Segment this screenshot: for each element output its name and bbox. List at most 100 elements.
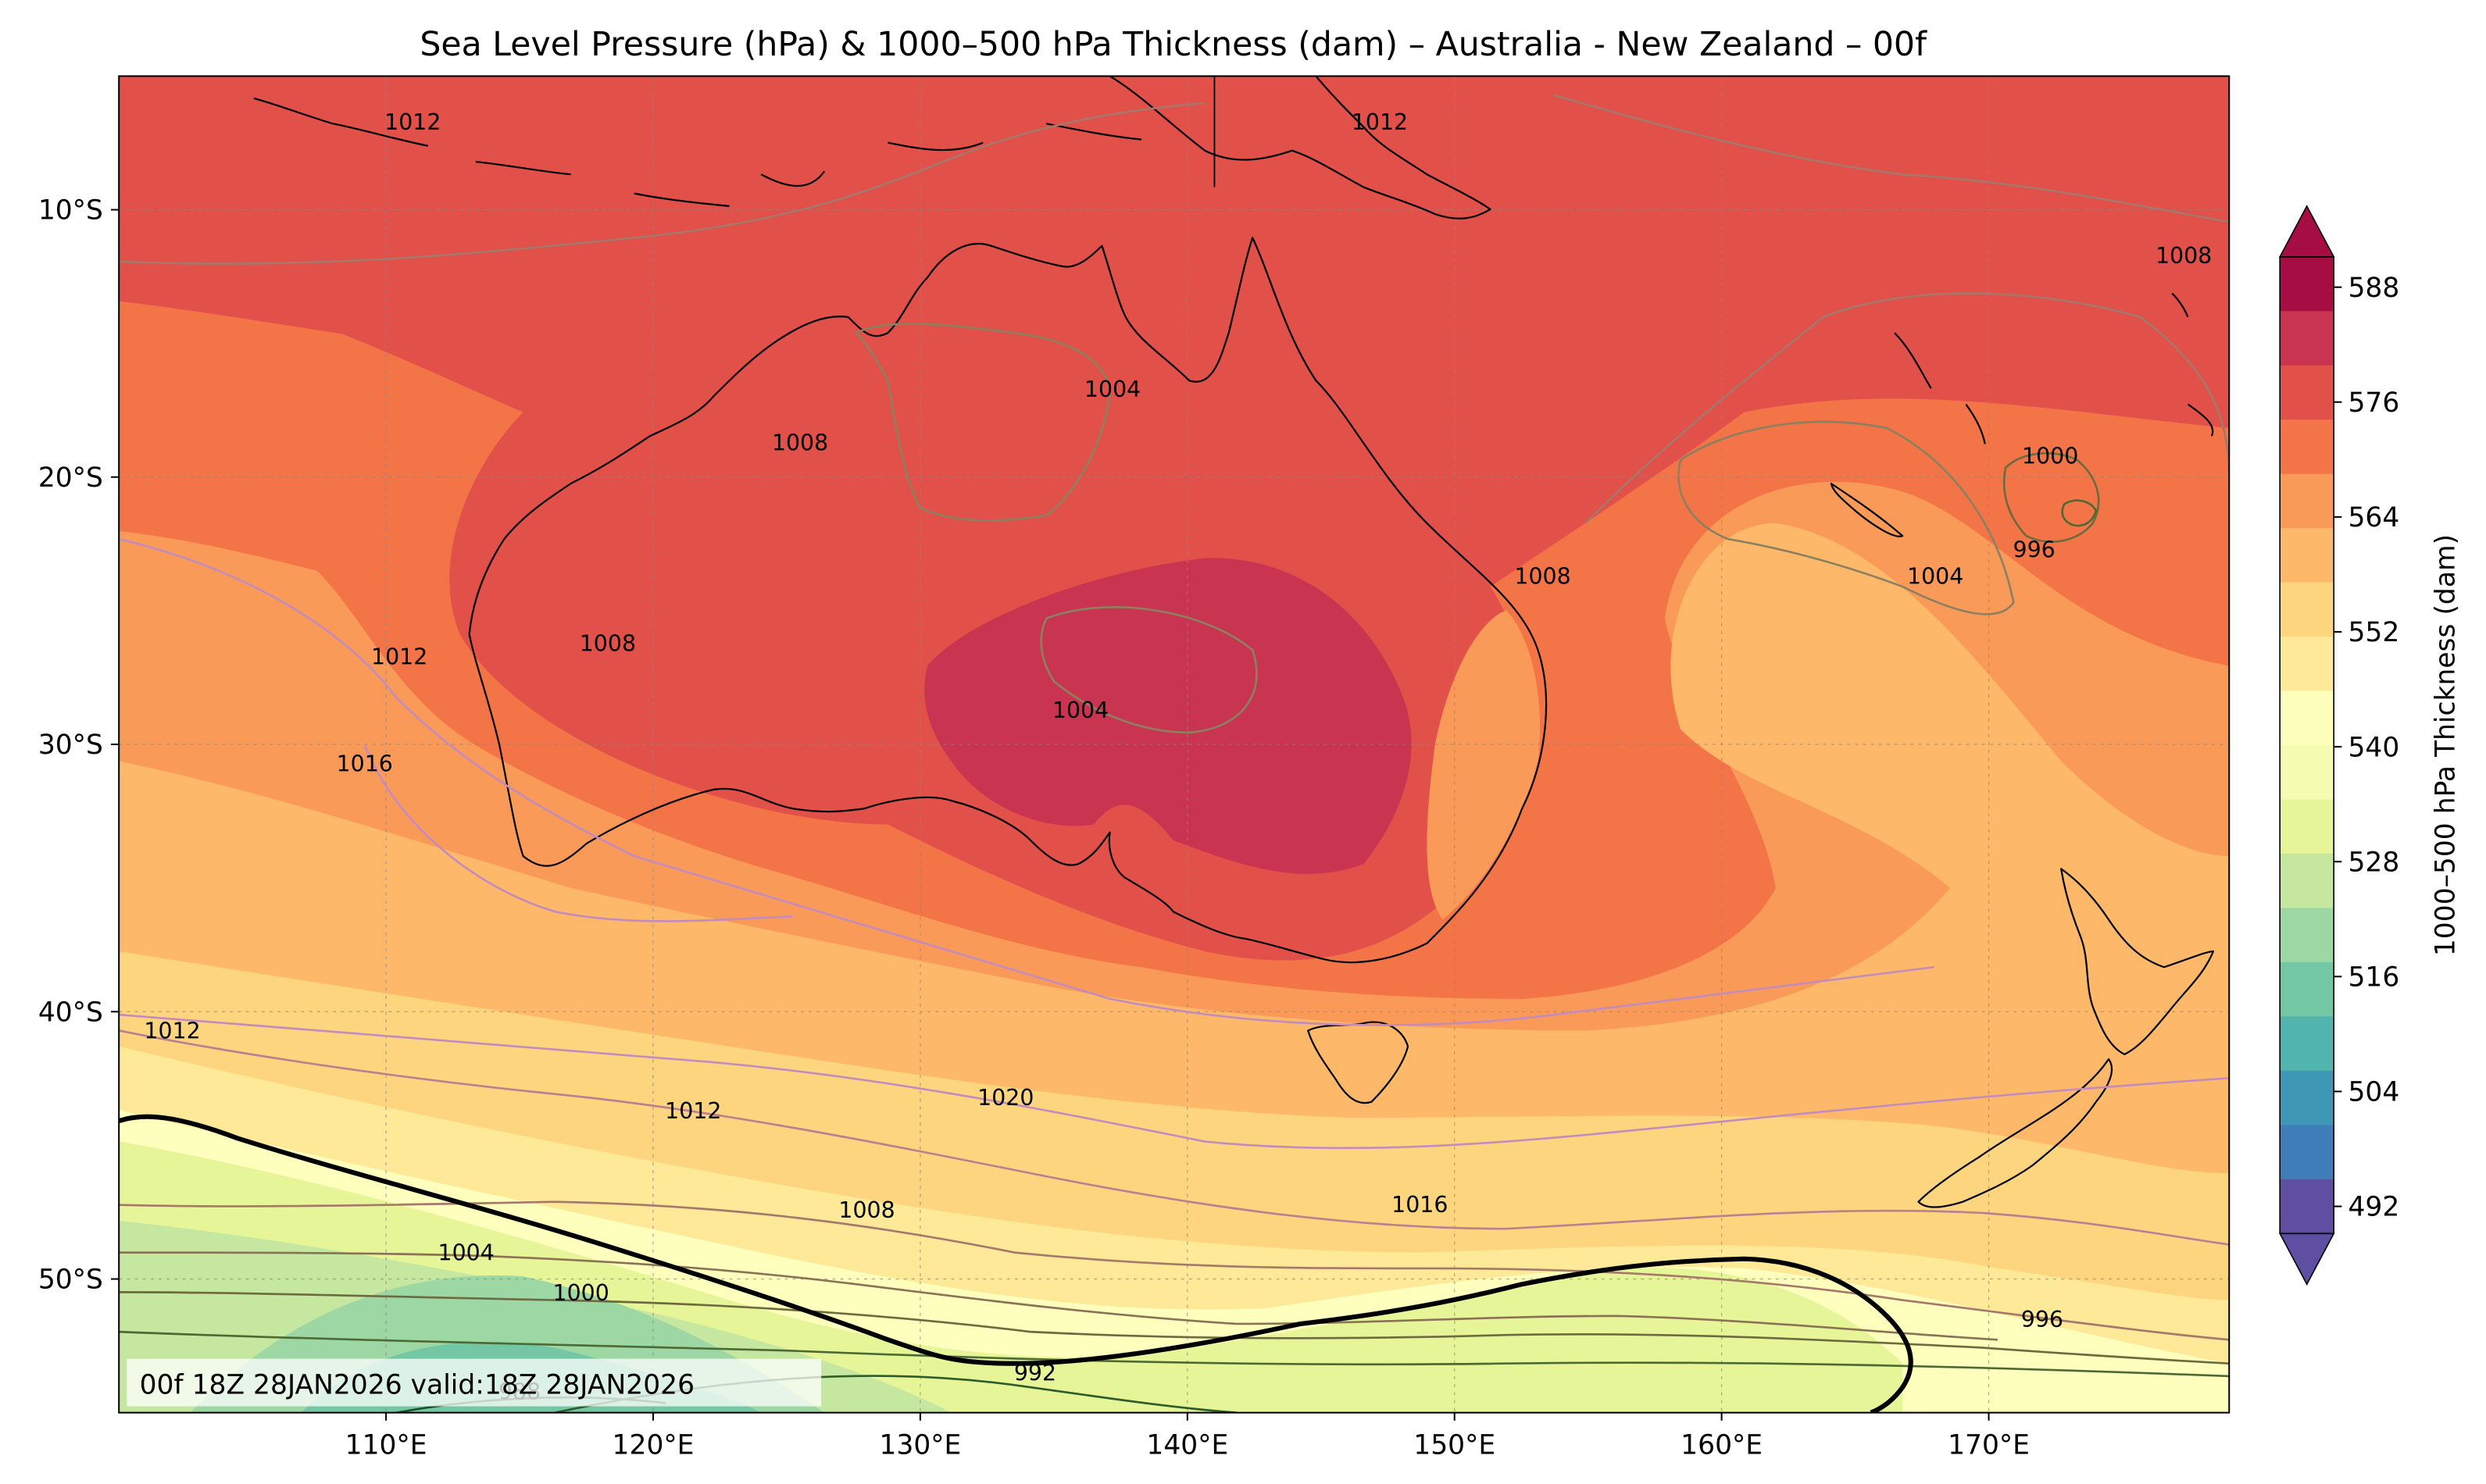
coastlines	[253, 76, 2215, 1208]
valid-time-background	[127, 1358, 822, 1407]
isobar-1016	[119, 1013, 2230, 1150]
colorbar-tick-label: 492	[2348, 1192, 2399, 1223]
longitude-axis: 110°E 120°E 130°E 140°E 150°E 160°E 170°E	[345, 1412, 2030, 1461]
lat-tick-label: 10°S	[38, 195, 103, 227]
isobar-label: 1008	[2156, 243, 2212, 269]
isobar-1012	[119, 1029, 2230, 1246]
isobar-1004-central	[1040, 606, 1258, 734]
colorbar-swatch	[2280, 528, 2334, 583]
isobar-1020	[119, 537, 1934, 1026]
isobar-label: 1012	[371, 644, 427, 669]
valid-time-box: 00f 18Z 28JAN2026 valid:18Z 28JAN2026	[127, 1358, 822, 1407]
colorbar-tick-label: 576	[2348, 387, 2399, 419]
isobar-label: 1000	[2022, 444, 2078, 469]
colorbar-max-extend	[2278, 205, 2335, 258]
isobar-label: 996	[2013, 537, 2056, 562]
isobar-label: 1004	[1907, 564, 1963, 590]
map-panel: 1012 1012 1008 1008 1004 1000 996 1004 1008 1012 1…	[119, 76, 2230, 1413]
lon-tick-label: 150°E	[1413, 1429, 1495, 1461]
isobar-1000	[119, 1291, 2230, 1365]
colorbar-tick-label: 516	[2348, 961, 2399, 993]
new-zealand-north-island-coastline	[2060, 868, 2215, 1056]
isobar-1016-north	[363, 744, 793, 922]
valid-time-label: 00f 18Z 28JAN2026 valid:18Z 28JAN2026	[140, 1369, 695, 1400]
colorbar-swatch	[2280, 745, 2334, 801]
new-caledonia-coastline	[1830, 483, 1904, 537]
isobar-label: 1008	[580, 630, 636, 656]
lat-tick-label: 20°S	[38, 462, 103, 494]
isobar-1000-east	[2002, 452, 2100, 543]
isobar-label: 996	[2021, 1307, 2063, 1332]
lat-tick-label: 50°S	[38, 1265, 103, 1296]
isobar-label: 1000	[553, 1280, 609, 1306]
isobar-label: 1008	[1514, 564, 1570, 590]
thickness-core-588	[924, 558, 1412, 874]
colorbar-frame	[2279, 256, 2334, 1235]
isobar-label: 1008	[838, 1197, 895, 1223]
vanuatu-fiji-islands-coastline	[1894, 292, 2214, 444]
colorbar-swatch	[2280, 1125, 2334, 1180]
isobar-1008	[119, 1200, 2230, 1341]
colorbar-swatch	[2280, 365, 2334, 421]
lon-tick-label: 170°E	[1948, 1429, 2030, 1461]
colorbar-swatch	[2280, 419, 2334, 475]
isobar-label: 1004	[1084, 376, 1141, 402]
colorbar-min-extend	[2278, 1233, 2335, 1286]
colorbar-swatch	[2280, 853, 2334, 909]
colorbar-tick-label: 564	[2348, 502, 2399, 533]
colorbar: 492 504 516 528 540 552 564 576 588	[2278, 205, 2399, 1286]
isobar-996-east	[2061, 499, 2098, 527]
thickness-band-582-north	[119, 76, 2230, 447]
latitude-axis: 10°S 20°S 30°S 40°S 50°S	[38, 195, 120, 1296]
lon-tick-label: 120°E	[613, 1429, 695, 1461]
thickness-540-contour	[119, 1114, 1913, 1413]
colorbar-tick-label: 528	[2348, 847, 2399, 878]
australia-coastline	[468, 237, 1548, 964]
colorbar-swatch	[2280, 1179, 2334, 1235]
lat-tick-label: 40°S	[38, 997, 103, 1028]
colorbar-swatch	[2280, 1016, 2334, 1072]
isobar-label: 1004	[438, 1240, 495, 1266]
new-zealand-south-island-coastline	[1917, 1058, 2113, 1208]
colorbar-tick-label: 540	[2348, 732, 2399, 763]
isobars	[119, 94, 2230, 1413]
lon-tick-label: 110°E	[345, 1429, 427, 1461]
lon-tick-label: 130°E	[879, 1429, 961, 1461]
isobar-label: 1016	[1391, 1192, 1448, 1218]
isobar-label: 992	[1014, 1361, 1056, 1386]
colorbar-swatch	[2280, 799, 2334, 855]
isobar-label: 1012	[384, 109, 441, 135]
isobar-label: 1008	[772, 430, 828, 456]
lon-tick-label: 140°E	[1146, 1429, 1228, 1461]
new-guinea-coastline	[1109, 76, 1491, 219]
isobar-1004	[119, 1251, 1998, 1341]
indonesia-islands-coastline	[253, 97, 1142, 207]
colorbar-swatch	[2280, 690, 2334, 747]
colorbar-swatch	[2280, 311, 2334, 366]
colorbar-swatch	[2280, 256, 2334, 312]
isobar-1008-north	[119, 94, 2230, 265]
isobar-label: 1012	[144, 1018, 200, 1044]
colorbar-tick-label: 504	[2348, 1077, 2399, 1108]
isobar-label: 1004	[1052, 697, 1109, 723]
colorbar-tick-label: 552	[2348, 617, 2399, 648]
colorbar-swatch	[2280, 1070, 2334, 1126]
isobar-label: 1016	[337, 751, 393, 776]
colorbar-swatch	[2280, 637, 2334, 692]
isobar-1008-east	[1584, 292, 2230, 524]
colorbar-tick-label: 588	[2348, 273, 2399, 304]
colorbar-swatch	[2280, 582, 2334, 638]
thickness-band-570-east	[1427, 610, 1541, 920]
isobar-1004-north	[854, 323, 1111, 522]
isobar-label: 1012	[665, 1098, 721, 1124]
map-gridlines	[119, 76, 2230, 1413]
isobar-label: 1020	[977, 1085, 1034, 1111]
isobar-1004-east	[1677, 420, 2015, 615]
figure-title: Sea Level Pressure (hPa) & 1000–500 hPa …	[420, 25, 1927, 64]
colorbar-label: 1000–500 hPa Thickness (dam)	[2430, 534, 2461, 956]
colorbar-swatch	[2280, 908, 2334, 963]
lat-tick-label: 30°S	[38, 730, 103, 761]
lon-tick-label: 160°E	[1681, 1429, 1763, 1461]
isobar-label: 1012	[1352, 109, 1408, 135]
